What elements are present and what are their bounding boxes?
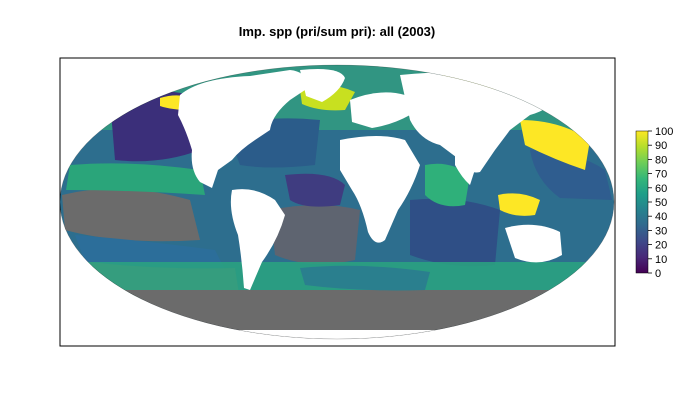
land-australia (505, 224, 562, 263)
ocean-raster (60, 65, 614, 339)
map-outline (59, 64, 615, 340)
colorbar-tick-label: 0 (655, 268, 661, 280)
colorbar-tick-label: 80 (655, 154, 667, 166)
map-title: Imp. spp (pri/sum pri): all (2003) (239, 24, 435, 39)
colorbar-tick-label: 60 (655, 183, 667, 195)
land-india (455, 150, 478, 185)
tropical-pacific-grey (62, 188, 200, 242)
land-europe (350, 92, 410, 128)
indian-ocean-blue (410, 198, 500, 267)
north-pacific-west (530, 150, 612, 200)
colorbar-tick-label: 90 (655, 140, 667, 152)
southern-ocean-teal (300, 265, 430, 291)
land-africa (340, 136, 420, 243)
land-antarctica (60, 330, 614, 339)
colorbar-tick-label: 50 (655, 197, 667, 209)
yellow-hotspot-east-asia (520, 120, 590, 170)
land-south-america (230, 189, 285, 290)
colorbar: 0 10 20 30 40 50 60 70 80 90 100 (635, 126, 673, 280)
land-north-america (178, 70, 306, 188)
tropical-pacific-green (66, 163, 205, 195)
colorbar-tick-label: 20 (655, 240, 667, 252)
colorbar-tick-label: 10 (655, 254, 667, 266)
pacific-blue-band (75, 235, 225, 270)
yellow-hotspot-indonesia (498, 193, 540, 216)
colorbar-tick-label: 40 (655, 211, 667, 223)
indian-ocean-green (425, 163, 470, 207)
colorbar-tick-label: 70 (655, 169, 667, 181)
atlantic-grey (270, 205, 360, 264)
land-greenland (300, 69, 345, 102)
colorbar-gradient (635, 130, 649, 274)
atlantic-purple (285, 173, 345, 207)
colorbar-tick-label: 100 (655, 126, 673, 138)
colorbar-tick-label: 30 (655, 225, 667, 237)
